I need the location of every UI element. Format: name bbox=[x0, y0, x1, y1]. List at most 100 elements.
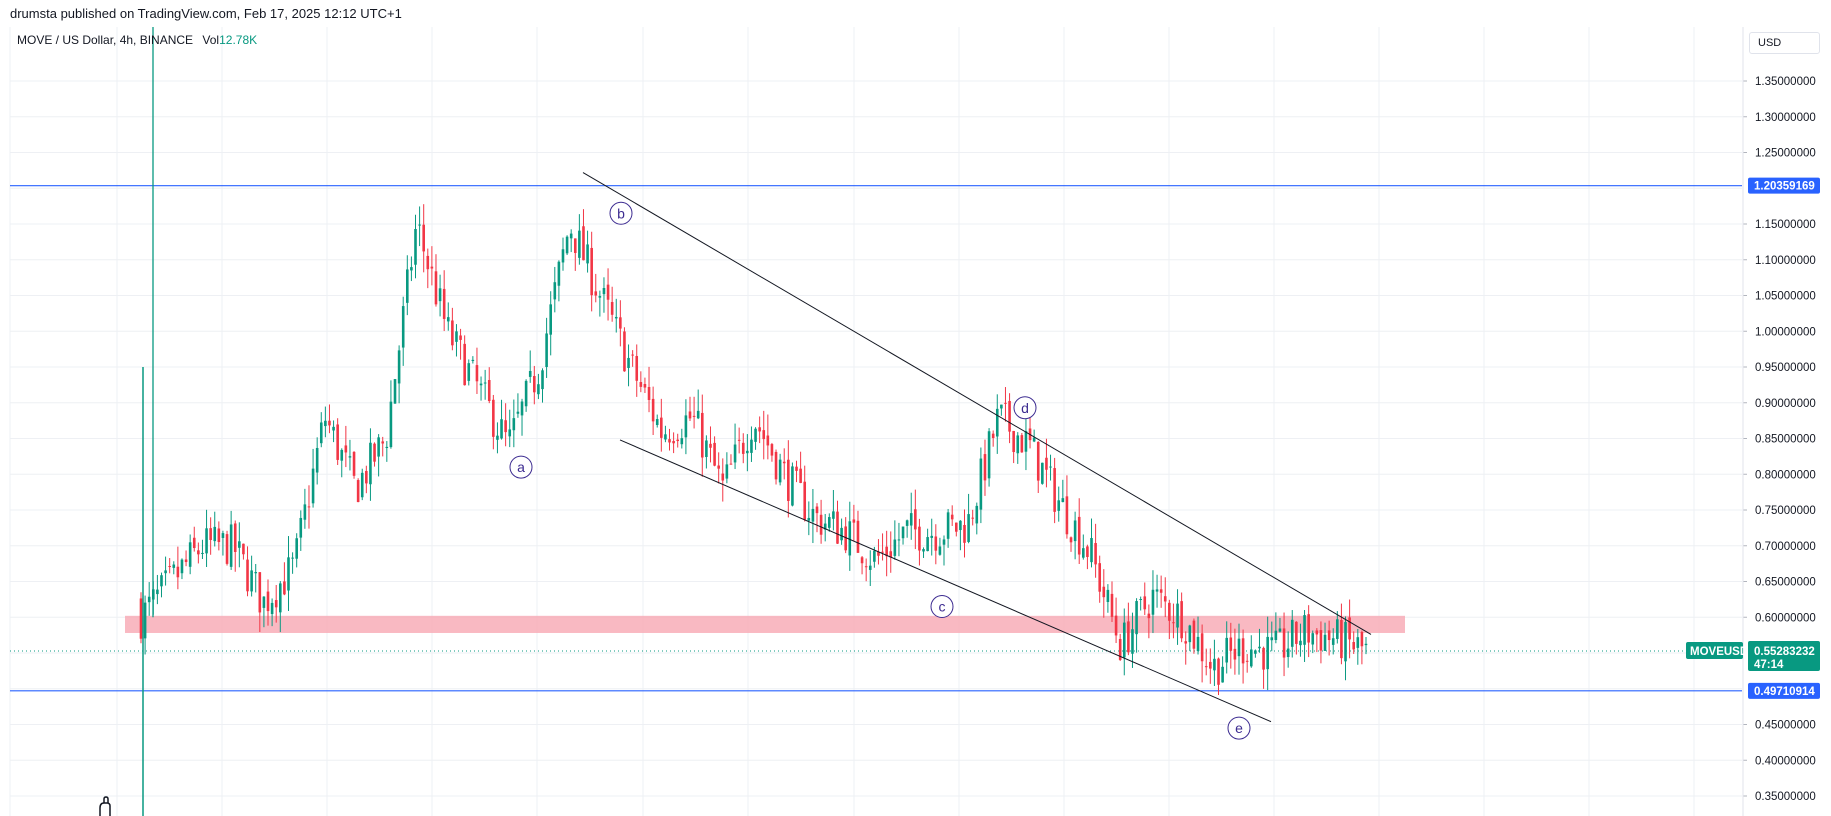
wave-label-b[interactable]: b bbox=[609, 201, 633, 225]
candle-body bbox=[1012, 430, 1015, 453]
candle-body bbox=[1233, 648, 1237, 660]
candle-body bbox=[1327, 630, 1331, 641]
candle-body bbox=[856, 520, 860, 553]
candle-body bbox=[451, 320, 454, 346]
candle-body bbox=[1045, 457, 1048, 470]
candle-body bbox=[225, 534, 229, 564]
symbol-tag[interactable]: MOVEUSD bbox=[1686, 641, 1748, 659]
candle-body bbox=[324, 420, 327, 427]
candle-body bbox=[561, 249, 565, 263]
candle-body bbox=[979, 458, 983, 510]
candle-body bbox=[553, 282, 557, 300]
wave-label-a[interactable]: a bbox=[509, 455, 533, 479]
candle-body bbox=[795, 466, 798, 471]
price-tag[interactable]: 1.20359169 bbox=[1748, 177, 1820, 194]
candle-body bbox=[1213, 658, 1216, 671]
currency-label: USD bbox=[1758, 37, 1782, 49]
candle-body bbox=[1110, 593, 1114, 617]
upper-trendline[interactable] bbox=[582, 172, 1372, 635]
candle-body bbox=[1237, 638, 1241, 657]
candle-body bbox=[881, 551, 884, 553]
candle-body bbox=[631, 354, 634, 356]
candle-body bbox=[799, 468, 802, 483]
wave-label-d[interactable]: d bbox=[1013, 396, 1037, 420]
candle-body bbox=[307, 506, 311, 508]
candle-body bbox=[430, 266, 434, 269]
candle-body bbox=[238, 541, 241, 548]
candle-body bbox=[254, 572, 258, 574]
candle-body bbox=[741, 442, 745, 454]
candle-body bbox=[360, 472, 364, 498]
candle-body bbox=[721, 473, 725, 481]
candle-body bbox=[1057, 500, 1061, 511]
symbol-legend[interactable]: MOVE / US Dollar, 4h, BINANCE Vol12.78K bbox=[17, 33, 257, 47]
candle-body bbox=[938, 546, 942, 555]
candle-body bbox=[1286, 648, 1290, 658]
candle-body bbox=[516, 411, 520, 414]
axis-tick-label: 1.10000000 bbox=[1755, 255, 1816, 267]
wave-labels: a b d c e bbox=[509, 201, 1251, 740]
wave-label-e[interactable]: e bbox=[1227, 716, 1251, 740]
candle-body bbox=[655, 419, 659, 425]
axis-tick-label: 0.80000000 bbox=[1755, 469, 1816, 481]
crosshair-tool-icon[interactable] bbox=[99, 796, 111, 816]
candle-body bbox=[1295, 621, 1298, 644]
wave-circle bbox=[930, 595, 954, 619]
candle-body bbox=[893, 539, 897, 556]
candle-body bbox=[680, 438, 684, 445]
candle-body bbox=[598, 296, 602, 298]
candle-body bbox=[1118, 638, 1122, 660]
candle-body bbox=[983, 454, 987, 481]
candle-body bbox=[1143, 596, 1147, 610]
price-tag[interactable]: 0.49710914 bbox=[1748, 682, 1820, 699]
price-chart[interactable]: a b d c e 1.35000000 1.30000000 1.25000000 1.15… bbox=[0, 27, 1831, 816]
candle-body bbox=[1151, 589, 1155, 615]
candle-body bbox=[995, 408, 999, 437]
candle-body bbox=[229, 524, 233, 567]
candle-body bbox=[922, 549, 925, 552]
candle-body bbox=[147, 596, 151, 603]
candle-body bbox=[246, 559, 249, 592]
candle-body bbox=[754, 428, 757, 442]
candle-body bbox=[1094, 543, 1097, 565]
candle-body bbox=[270, 602, 274, 615]
candle-body bbox=[926, 537, 929, 552]
candle-body bbox=[262, 596, 266, 608]
currency-selector[interactable]: USD bbox=[1749, 32, 1820, 54]
support-zone[interactable] bbox=[125, 615, 1405, 633]
candle-body bbox=[664, 434, 667, 440]
candle-body bbox=[991, 433, 995, 438]
candle-body bbox=[889, 551, 893, 558]
candle-body bbox=[1282, 628, 1286, 658]
candle-body bbox=[1270, 637, 1274, 641]
symbol-tag-text: MOVEUSD bbox=[1690, 646, 1748, 658]
wave-label-c[interactable]: c bbox=[930, 595, 954, 619]
candle-body bbox=[791, 466, 794, 506]
candle-body bbox=[811, 508, 815, 522]
candle-body bbox=[672, 441, 675, 444]
candle-body bbox=[647, 386, 651, 400]
candle-body bbox=[512, 418, 516, 431]
candle-body bbox=[1163, 596, 1167, 602]
candle-body bbox=[426, 255, 430, 270]
candle-body bbox=[832, 511, 835, 519]
candle-body bbox=[606, 284, 610, 300]
candle-body bbox=[1135, 601, 1138, 635]
candle-body bbox=[1323, 634, 1327, 651]
candle-body bbox=[319, 422, 323, 444]
candle-body bbox=[192, 537, 196, 549]
candle-body bbox=[692, 415, 696, 417]
candle-body bbox=[541, 370, 544, 390]
candle-body bbox=[356, 480, 360, 503]
candle-body bbox=[1364, 643, 1368, 646]
lower-trendline[interactable] bbox=[619, 439, 1272, 723]
candle-body bbox=[725, 464, 729, 479]
candle-body bbox=[1106, 589, 1110, 602]
candle-body bbox=[942, 539, 946, 545]
candle-body bbox=[967, 514, 970, 542]
candle-body bbox=[1229, 637, 1233, 651]
candle-body bbox=[1360, 632, 1364, 647]
candle-body bbox=[774, 451, 778, 480]
candle-body bbox=[528, 370, 532, 377]
